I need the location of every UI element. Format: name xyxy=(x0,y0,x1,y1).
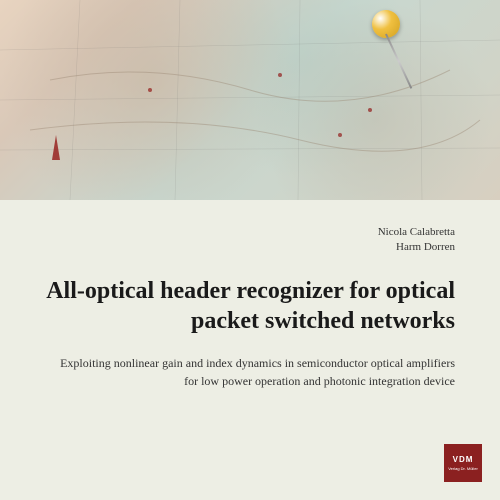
publisher-name: Verlag Dr. Müller xyxy=(448,466,478,471)
book-title: All-optical header recognizer for optica… xyxy=(45,276,455,336)
authors-block: Nicola Calabretta Harm Dorren xyxy=(45,225,455,256)
cover-content: Nicola Calabretta Harm Dorren All-optica… xyxy=(0,200,500,410)
publisher-abbr: VDM xyxy=(453,455,474,464)
cover-image xyxy=(0,0,500,200)
compass-icon xyxy=(30,130,80,180)
pushpin-icon xyxy=(372,10,400,38)
book-subtitle: Exploiting nonlinear gain and index dyna… xyxy=(45,354,455,390)
author-name-1: Nicola Calabretta xyxy=(45,225,455,240)
book-cover: Nicola Calabretta Harm Dorren All-optica… xyxy=(0,0,500,500)
publisher-logo: VDM Verlag Dr. Müller xyxy=(444,444,482,482)
author-name-2: Harm Dorren xyxy=(45,240,455,255)
